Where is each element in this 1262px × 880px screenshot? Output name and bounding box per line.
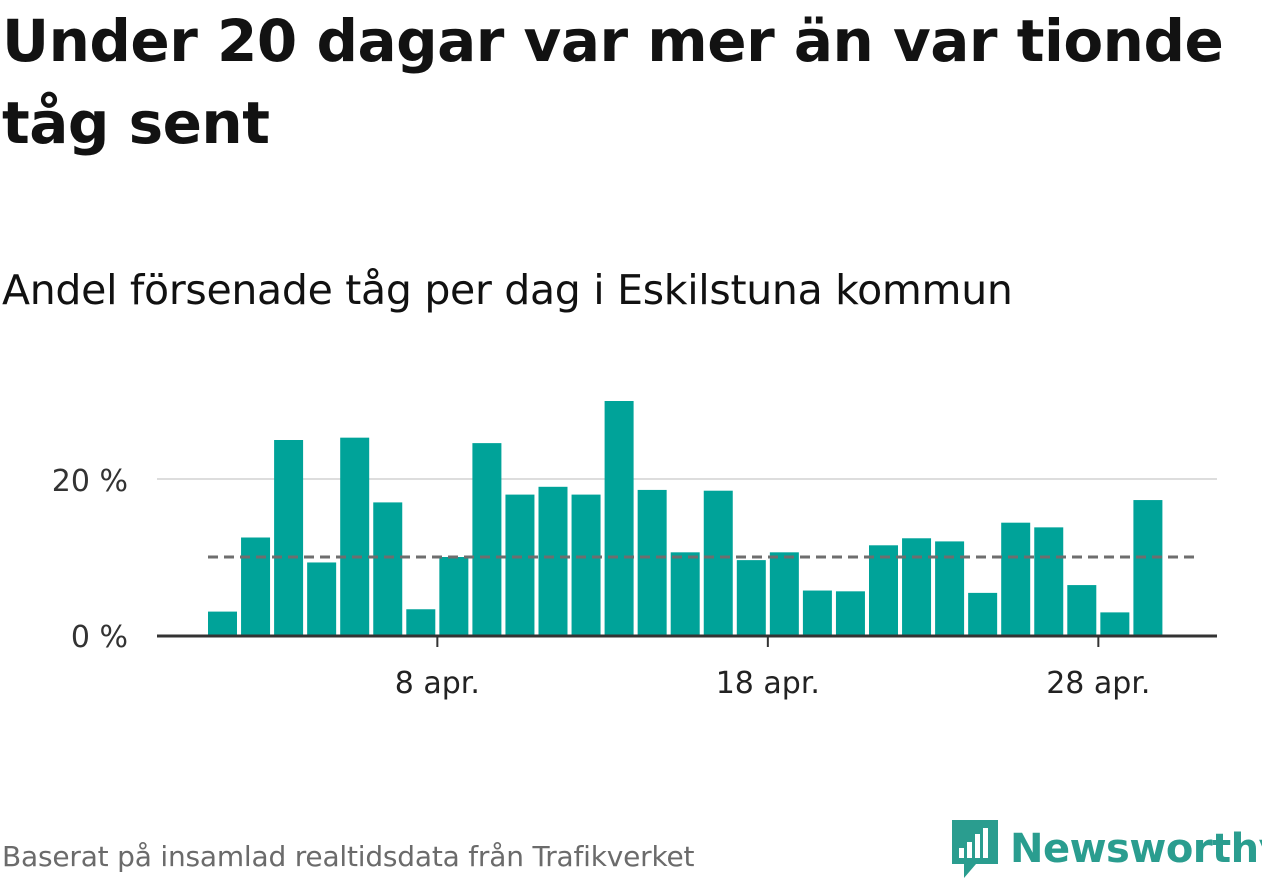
tick-label-layer: 0 % 20 % 8 apr. 18 apr. 28 apr. [52, 464, 1151, 701]
bar [472, 443, 502, 635]
bar [769, 552, 799, 635]
bar [869, 545, 898, 635]
x-tick-label: 18 apr. [716, 666, 820, 701]
bar [1100, 612, 1130, 635]
logo-text: Newsworthy [1010, 826, 1262, 872]
axis-layer [157, 634, 1217, 647]
bar [802, 590, 832, 635]
bar [208, 611, 237, 635]
bars-layer [208, 401, 1163, 635]
newsworthy-logo: Newsworthy [950, 818, 1262, 880]
bar-chart: 0 % 20 % 8 apr. 18 apr. 28 apr. [52, 401, 1217, 701]
y-tick-label: 20 % [52, 464, 128, 499]
bar [406, 609, 436, 635]
bar [703, 490, 733, 635]
bar [1067, 585, 1097, 635]
bar [538, 486, 568, 635]
bar [736, 560, 766, 635]
x-tick-label: 8 apr. [395, 666, 480, 701]
bar [637, 489, 667, 635]
y-tick-label: 0 % [71, 620, 128, 655]
source-note: Baserat på insamlad realtidsdata från Tr… [2, 840, 695, 873]
bar [968, 592, 998, 635]
x-tick-label: 28 apr. [1046, 666, 1150, 701]
bar [571, 494, 601, 635]
bar [307, 562, 337, 635]
bar [670, 552, 700, 635]
bar [935, 541, 965, 635]
bar [835, 591, 865, 635]
bar [902, 538, 932, 635]
bar [241, 537, 271, 635]
bar [1034, 527, 1064, 635]
bar-chart-speech-bubble-icon [952, 820, 998, 878]
bar [1001, 522, 1031, 635]
bar [439, 557, 469, 635]
chart-title: Under 20 dagar var mer än var tionde tåg… [2, 7, 1224, 157]
bar [1133, 500, 1163, 635]
bar [340, 437, 370, 635]
bar [604, 401, 634, 635]
bar [274, 440, 304, 635]
chart-subtitle: Andel försenade tåg per dag i Eskilstuna… [2, 266, 1013, 314]
bar [373, 502, 403, 635]
bar [505, 494, 535, 635]
